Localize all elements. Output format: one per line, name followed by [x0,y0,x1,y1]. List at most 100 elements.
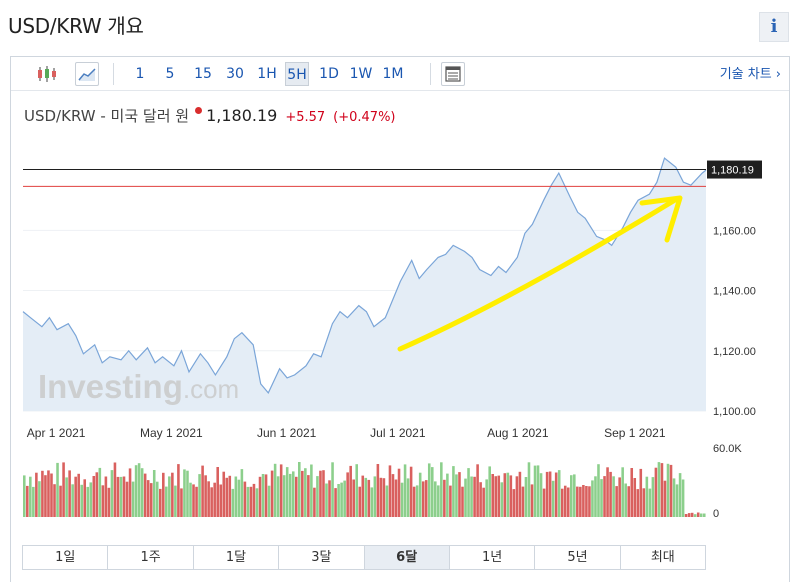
volume-bar [47,470,50,517]
volume-bar [409,466,413,517]
volume-bar [83,479,87,517]
price-change: +5.57 [285,110,326,125]
volume-bar [681,479,685,517]
volume-bar [343,480,346,517]
volume-bar [687,513,691,517]
volume-bar [328,480,331,517]
volume-bar [149,483,153,517]
price-line [22,157,707,395]
instrument-name: USD/KRW - 미국 달러 원 [24,107,190,125]
area-chart-icon[interactable] [75,62,99,86]
interval-1h[interactable]: 1H [257,66,277,82]
volume-bar [373,476,377,517]
volume-bar [618,477,621,517]
x-tick-label: May 1 2021 [140,426,203,440]
volume-bar [298,462,301,517]
volume-bar [482,487,485,517]
range-button-2[interactable]: 1주 [108,546,194,569]
volume-bar [394,479,398,517]
volume-bar [412,486,416,517]
volume-bar [597,464,600,517]
range-selector: 1일 1주 1달 3달 6달 1년 5년 최대 [22,545,706,570]
interval-1d[interactable]: 1D [319,66,339,82]
volume-bar [125,481,129,517]
interval-30[interactable]: 30 [226,66,244,82]
range-button-4[interactable]: 3달 [279,546,365,569]
volume-bar [234,476,238,517]
volume-bar [152,470,156,517]
volume-bar [249,486,253,517]
volume-bar [437,485,440,517]
volume-bar [50,473,53,517]
volume-bar [134,465,138,517]
advanced-chart-link[interactable]: 기술 차트 › [719,67,781,82]
volume-max-label: 60.0K [713,443,742,455]
volume-bar [382,478,386,517]
x-tick-label: Aug 1 2021 [487,426,549,440]
volume-bar [146,480,150,517]
volume-bar [403,464,407,517]
x-tick-label: Jun 1 2021 [257,426,317,440]
volume-bar [68,470,71,517]
volume-bar [310,464,313,517]
volume-bar [690,512,694,517]
volume-bar [210,487,213,517]
volume-bar [95,472,99,517]
table-view-icon[interactable] [441,62,465,86]
volume-bar [264,474,268,517]
range-button-6[interactable]: 1년 [449,546,536,569]
price-change-percent: (+0.47%) [333,110,396,125]
range-button-3[interactable]: 1달 [193,546,280,569]
volume-bar [385,485,389,517]
range-button-7[interactable]: 5년 [535,546,621,569]
interval-5h[interactable]: 5H [285,62,309,86]
volume-bar [267,485,271,517]
volume-bar [71,484,74,517]
range-button-5[interactable]: 6달 [364,546,450,569]
interval-1[interactable]: 1 [135,66,145,82]
volume-bar [216,467,219,517]
volume-bar [458,472,461,517]
volume-bar [648,488,652,517]
price-chart[interactable]: 1,100.00 1,120.00 1,140.00 1,160.00 Investin… [0,0,802,545]
info-button[interactable]: i [759,12,789,42]
volume-bar [38,481,41,517]
volume-bar [337,484,340,517]
volume-bar [488,466,491,517]
volume-bar [29,476,32,517]
volume-bar [325,483,328,517]
interval-5[interactable]: 5 [165,66,175,82]
volume-bar [56,462,59,517]
volume-bar [500,482,504,517]
volume-bar [273,463,277,517]
interval-15[interactable]: 15 [194,66,212,82]
x-tick-label: Apr 1 2021 [27,426,86,440]
volume-bar [89,482,93,517]
candlestick-chart-icon[interactable] [35,62,59,86]
volume-bar [291,471,295,517]
volume-bar [630,468,634,517]
volume-bar [645,476,649,517]
volume-bar [165,486,168,517]
volume-bar [358,486,362,517]
volume-bar [666,463,670,517]
range-button-1[interactable]: 1일 [23,546,109,569]
volume-bar [585,486,588,517]
volume-bar [116,476,120,517]
watermark-logo: Investing.com [38,368,239,405]
volume-bar [491,474,494,517]
volume-bar [503,473,507,517]
volume-bar [669,464,673,517]
interval-1m[interactable]: 1M [382,66,404,82]
volume-bar [406,478,410,517]
range-button-8[interactable]: 최대 [620,546,705,569]
interval-1w[interactable]: 1W [349,66,373,82]
volume-bar [548,471,552,517]
volume-bar [524,477,528,517]
y-tick-label: 1,160.00 [713,225,756,237]
volume-bar [177,464,180,517]
volume-bar [222,471,226,517]
volume-bar [434,481,437,517]
volume-bar [349,465,352,517]
volume-bar [104,476,108,517]
